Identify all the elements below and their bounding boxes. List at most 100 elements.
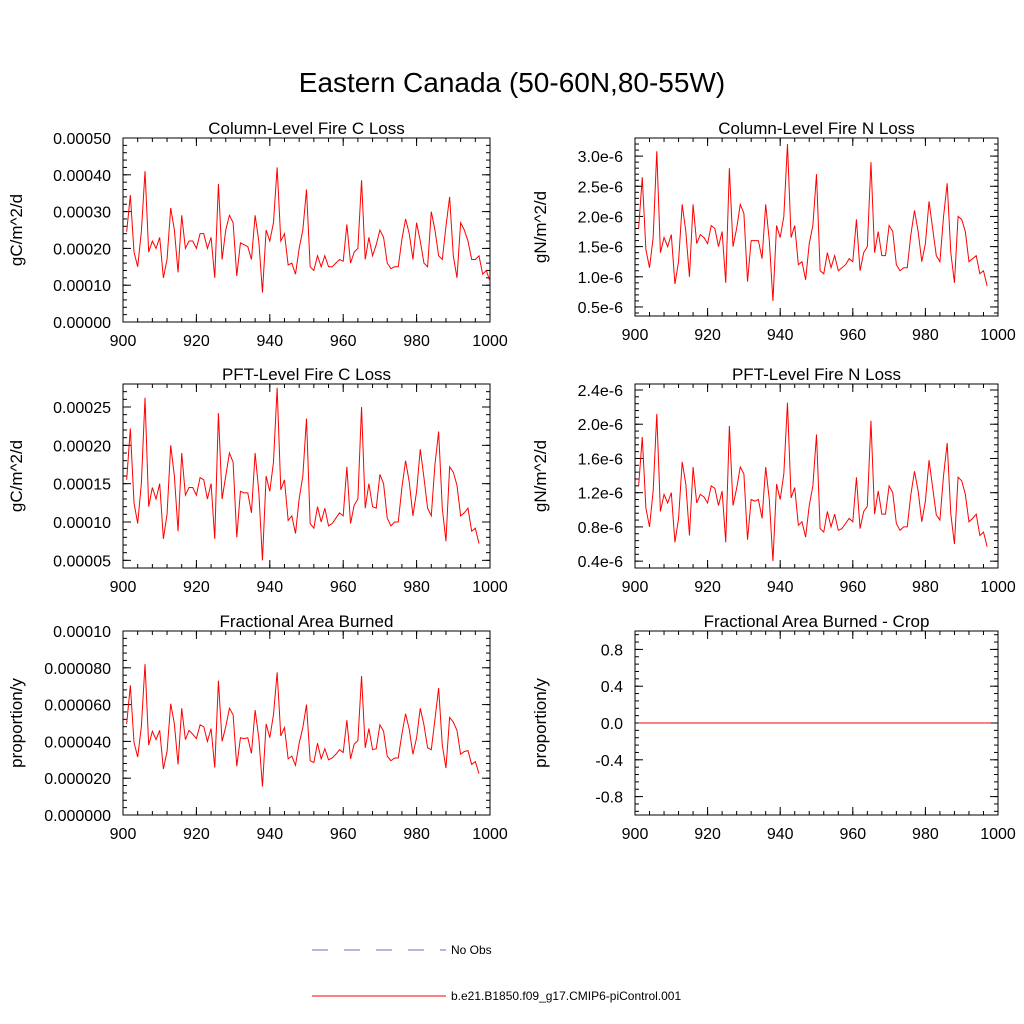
legend-label-no-obs: No Obs xyxy=(451,943,492,957)
x-tick-label: 920 xyxy=(694,826,721,843)
plot-frame xyxy=(122,137,491,323)
main-title: Eastern Canada (50-60N,80-55W) xyxy=(299,67,725,98)
x-tick-label: 960 xyxy=(839,327,866,344)
y-tick-label: 1.0e-6 xyxy=(578,270,623,287)
x-tick-label: 920 xyxy=(183,333,210,350)
y-axis-label: gC/m^2/d xyxy=(7,440,26,512)
y-tick-label: 0.00005 xyxy=(53,553,111,570)
x-tick-label: 920 xyxy=(183,826,210,843)
plot-frame xyxy=(634,383,999,569)
y-tick-label: 0.000020 xyxy=(44,771,111,788)
panel-4: 900 920 940 960 980 1000 0.4e-6 0.8e-6 1.2e-6 1.6… xyxy=(531,365,1016,596)
y-tick-label: 0.00025 xyxy=(53,400,111,417)
x-tick-label: 900 xyxy=(622,579,649,596)
y-tick-label: 1.2e-6 xyxy=(578,486,623,503)
x-tick-label: 980 xyxy=(912,327,939,344)
y-axis-label: gC/m^2/d xyxy=(7,194,26,266)
x-tick-label: 900 xyxy=(110,333,137,350)
panel-6: 900 920 940 960 980 1000 -0.8 -0.4 0.0 0.4 0.8 Frac… xyxy=(531,612,1016,843)
panel-title: Fractional Area Burned - Crop xyxy=(704,612,930,631)
y-tick-label: 0.000000 xyxy=(44,808,111,825)
x-tick-label: 960 xyxy=(839,826,866,843)
legend: No Obs b.e21.B1850.f09_g17.CMIP6-piContr… xyxy=(312,943,681,1003)
panel-1: 900 920 940 960 980 1000 0.00000 0.00010 0.00020… xyxy=(7,119,508,350)
y-tick-label: 0.000060 xyxy=(44,698,111,715)
y-tick-label: -0.4 xyxy=(595,753,623,770)
x-tick-label: 940 xyxy=(767,327,794,344)
x-tick-label: 980 xyxy=(403,579,430,596)
x-tick-label: 900 xyxy=(110,826,137,843)
y-tick-label: 2.5e-6 xyxy=(578,179,623,196)
x-tick-label: 960 xyxy=(330,333,357,350)
x-tick-label: 900 xyxy=(622,327,649,344)
x-tick-label: 980 xyxy=(912,579,939,596)
panel-5: 900 920 940 960 980 1000 0.000000 0.000020 0.000… xyxy=(7,612,508,843)
x-tick-label: 900 xyxy=(622,826,649,843)
panel-title: Column-Level Fire C Loss xyxy=(208,119,405,138)
y-tick-label: 0.00040 xyxy=(53,168,111,185)
x-tick-label: 980 xyxy=(403,333,430,350)
y-tick-label: 2.0e-6 xyxy=(578,209,623,226)
series-line xyxy=(638,402,988,562)
y-tick-label: 0.8e-6 xyxy=(578,520,623,537)
y-tick-label: 1.6e-6 xyxy=(578,451,623,468)
x-tick-label: 920 xyxy=(694,579,721,596)
y-tick-label: 0.00030 xyxy=(53,205,111,222)
plot-frame xyxy=(634,137,999,317)
y-tick-label: 0.00010 xyxy=(53,515,111,532)
y-tick-label: 0.000080 xyxy=(44,661,111,678)
y-tick-label: 0.00000 xyxy=(53,315,111,332)
panel-title: Column-Level Fire N Loss xyxy=(718,119,915,138)
y-tick-label: 0.0 xyxy=(601,716,623,733)
y-tick-label: -0.8 xyxy=(595,790,623,807)
y-tick-label: 3.0e-6 xyxy=(578,149,623,166)
x-tick-label: 940 xyxy=(256,579,283,596)
x-tick-label: 980 xyxy=(912,826,939,843)
y-tick-label: 0.00010 xyxy=(53,624,111,641)
y-axis-label: proportion/y xyxy=(7,678,26,768)
x-tick-label: 960 xyxy=(839,579,866,596)
x-tick-label: 1000 xyxy=(472,333,508,350)
y-axis-label: gN/m^2/d xyxy=(531,191,550,263)
y-tick-label: 2.0e-6 xyxy=(578,417,623,434)
y-tick-label: 0.000040 xyxy=(44,734,111,751)
panel-title: PFT-Level Fire N Loss xyxy=(732,365,901,384)
x-tick-label: 1000 xyxy=(980,826,1016,843)
y-tick-label: 1.5e-6 xyxy=(578,240,623,257)
legend-label-model: b.e21.B1850.f09_g17.CMIP6-piControl.001 xyxy=(451,989,681,1003)
x-tick-label: 900 xyxy=(110,579,137,596)
y-tick-label: 0.4e-6 xyxy=(578,554,623,571)
x-tick-label: 960 xyxy=(330,579,357,596)
y-tick-label: 2.4e-6 xyxy=(578,383,623,400)
panel-2: 900 920 940 960 980 1000 0.5e-6 1.0e-6 1.5e-6 2.0… xyxy=(531,119,1016,344)
x-tick-label: 920 xyxy=(183,579,210,596)
x-tick-label: 920 xyxy=(694,327,721,344)
x-tick-label: 1000 xyxy=(472,826,508,843)
x-tick-label: 940 xyxy=(767,826,794,843)
y-axis-label: gN/m^2/d xyxy=(531,440,550,512)
x-tick-label: 960 xyxy=(330,826,357,843)
series-line xyxy=(126,664,480,787)
series-line xyxy=(638,144,988,301)
x-tick-label: 1000 xyxy=(980,579,1016,596)
x-tick-label: 1000 xyxy=(472,579,508,596)
panel-3: 900 920 940 960 980 1000 0.00005 0.00010 0.00015… xyxy=(7,365,508,596)
y-tick-label: 0.00015 xyxy=(53,477,111,494)
plot-frame xyxy=(122,630,491,816)
y-axis-label: proportion/y xyxy=(531,678,550,768)
series-line xyxy=(126,167,491,293)
panel-title: PFT-Level Fire C Loss xyxy=(222,365,391,384)
y-tick-label: 0.00020 xyxy=(53,438,111,455)
y-tick-label: 0.00010 xyxy=(53,278,111,295)
y-tick-label: 0.4 xyxy=(601,679,623,696)
x-tick-label: 980 xyxy=(403,826,430,843)
x-tick-label: 940 xyxy=(767,579,794,596)
y-tick-label: 0.00020 xyxy=(53,241,111,258)
y-tick-label: 0.00050 xyxy=(53,131,111,148)
panel-title: Fractional Area Burned xyxy=(220,612,394,631)
y-tick-label: 0.8 xyxy=(601,642,623,659)
x-tick-label: 940 xyxy=(256,333,283,350)
panels: 900 920 940 960 980 1000 0.00000 0.00010 0.00020… xyxy=(7,119,1016,843)
x-tick-label: 1000 xyxy=(980,327,1016,344)
